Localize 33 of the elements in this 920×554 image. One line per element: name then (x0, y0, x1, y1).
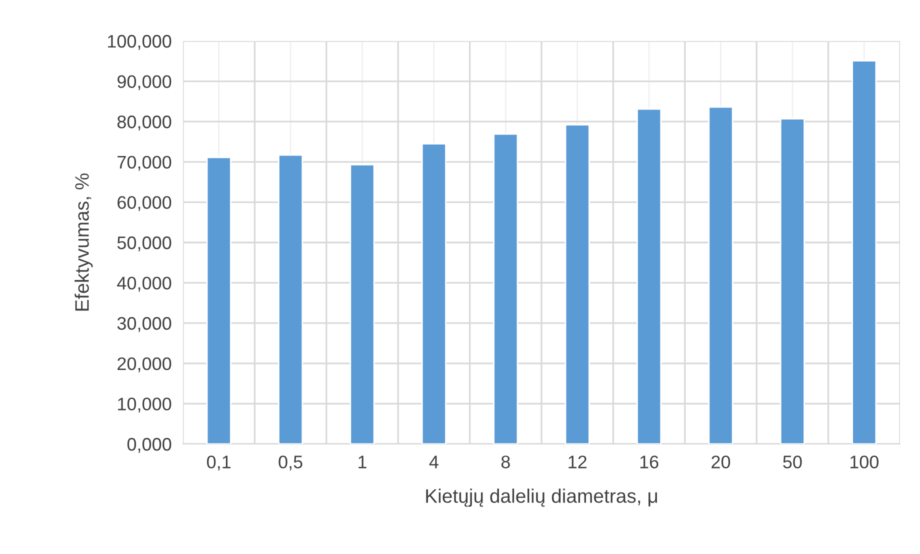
bar (206, 156, 232, 444)
bar (636, 108, 662, 444)
y-tick-label: 50,000 (117, 236, 172, 252)
y-axis-title: Efektyvumas, % (74, 173, 93, 311)
y-tick-label: 90,000 (118, 75, 172, 90)
x-tick-label: 12 (568, 456, 586, 468)
x-tick-label: 0,1 (207, 456, 231, 471)
y-tick-label: 30,000 (117, 317, 172, 332)
bar (852, 60, 877, 444)
bar (564, 124, 590, 444)
y-tick-label: 100,000 (108, 34, 172, 50)
x-tick-label: 4 (429, 456, 438, 468)
x-tick-label: 16 (640, 456, 658, 468)
bar (493, 133, 518, 444)
y-tick-label: 40,000 (117, 276, 172, 292)
bar (421, 143, 446, 444)
y-tick-label: 80,000 (117, 116, 172, 130)
x-tick-label: 100 (850, 456, 879, 468)
x-tick-label: 20 (712, 456, 730, 468)
x-tick-label: 8 (501, 456, 510, 468)
bar (278, 154, 304, 444)
x-axis-title: Kietųjų dalelių diametras, μ (426, 488, 658, 507)
y-tick-label: 70,000 (118, 156, 172, 171)
x-tick-label: 0,5 (278, 456, 302, 471)
y-tick-label: 10,000 (118, 398, 172, 413)
x-tick-label: 1 (358, 456, 366, 468)
bar (708, 106, 734, 444)
y-tick-label: 60,000 (118, 196, 172, 212)
bar (350, 164, 375, 444)
y-tick-label: 0,000 (127, 438, 172, 453)
x-tick-label: 50 (783, 456, 802, 468)
bar (780, 118, 805, 444)
y-tick-label: 20,000 (118, 357, 172, 372)
